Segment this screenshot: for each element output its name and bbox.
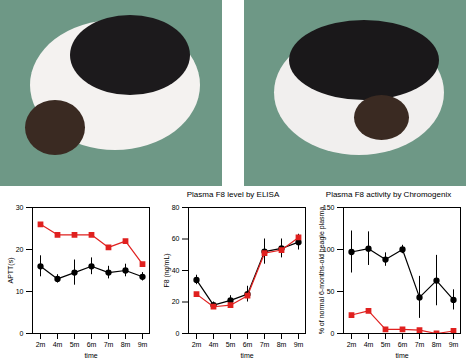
- svg-text:9m: 9m: [293, 341, 303, 348]
- svg-text:5m: 5m: [225, 341, 235, 348]
- svg-text:2m: 2m: [347, 341, 357, 348]
- svg-text:% of normal 6-months-old beagl: % of normal 6-months-old beagle plasma: [318, 207, 326, 335]
- svg-text:20: 20: [171, 298, 179, 305]
- svg-text:8m: 8m: [121, 341, 131, 348]
- svg-text:100: 100: [322, 245, 335, 253]
- svg-text:0: 0: [331, 330, 335, 337]
- svg-text:5m: 5m: [381, 341, 391, 348]
- svg-text:30: 30: [16, 204, 24, 211]
- svg-text:7m: 7m: [259, 341, 269, 348]
- html-text:Plasma F8 activity by Chromoge: Plasma F8 activity by Chromogenix: [325, 190, 452, 199]
- svg-text:APTT(s): APTT(s): [7, 257, 15, 283]
- svg-text:150: 150: [322, 203, 335, 211]
- svg-text:7m: 7m: [415, 341, 425, 348]
- html-text:Plasma F8 level by ELISA: Plasma F8 level by ELISA: [186, 190, 280, 199]
- svg-text:4m: 4m: [53, 341, 63, 348]
- svg-text:6m: 6m: [87, 341, 97, 348]
- svg-text:20: 20: [16, 246, 24, 253]
- svg-text:6m: 6m: [398, 341, 408, 348]
- svg-text:0: 0: [20, 330, 24, 337]
- svg-text:8m: 8m: [276, 341, 286, 348]
- svg-text:60: 60: [171, 235, 179, 242]
- svg-text:9m: 9m: [138, 341, 148, 348]
- svg-text:0: 0: [175, 330, 179, 337]
- svg-text:4m: 4m: [208, 341, 218, 348]
- svg-text:7m: 7m: [104, 341, 114, 348]
- svg-text:5m: 5m: [70, 341, 80, 348]
- svg-text:50: 50: [327, 288, 335, 295]
- svg-text:time: time: [84, 352, 97, 359]
- svg-text:time: time: [240, 352, 253, 359]
- svg-text:time: time: [395, 352, 408, 359]
- svg-text:40: 40: [171, 267, 179, 274]
- svg-text:6m: 6m: [242, 341, 252, 348]
- svg-text:8m: 8m: [432, 341, 442, 348]
- svg-text:9m: 9m: [449, 341, 459, 348]
- svg-text:F8 (ng/mL): F8 (ng/mL): [163, 253, 171, 287]
- svg-text:2m: 2m: [191, 341, 201, 348]
- svg-text:10: 10: [16, 288, 24, 295]
- svg-text:80: 80: [171, 204, 179, 211]
- svg-text:2m: 2m: [36, 341, 46, 348]
- svg-text:4m: 4m: [364, 341, 374, 348]
